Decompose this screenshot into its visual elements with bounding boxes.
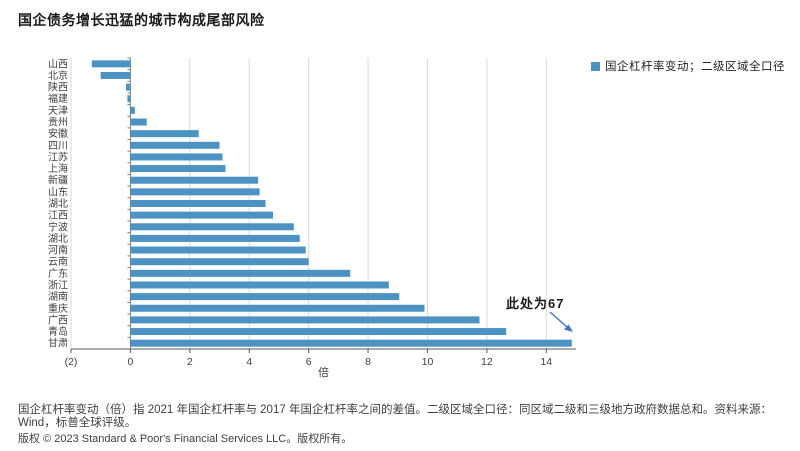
bar xyxy=(130,281,389,289)
category-label: 新疆 xyxy=(48,174,68,187)
x-tick-label: 10 xyxy=(422,356,434,368)
category-label: 广西 xyxy=(48,314,68,326)
bar xyxy=(130,258,309,266)
category-label: 贵州 xyxy=(48,116,68,129)
bar xyxy=(130,293,400,301)
bar xyxy=(130,269,351,277)
category-label: 北京 xyxy=(48,69,68,82)
category-label: 河南 xyxy=(48,244,68,257)
bar xyxy=(130,328,507,336)
category-label: 福建 xyxy=(48,92,68,105)
x-tick-label: 0 xyxy=(127,356,133,368)
annotation-label: 此处为67 xyxy=(506,296,565,311)
bar xyxy=(130,118,147,126)
bar xyxy=(130,223,294,231)
category-label: 宁波 xyxy=(48,220,68,233)
bar xyxy=(130,339,572,347)
bar xyxy=(130,153,223,161)
legend-swatch xyxy=(591,61,600,71)
category-label: 上海 xyxy=(48,162,68,175)
category-label: 江苏 xyxy=(48,150,68,163)
bar xyxy=(125,83,131,91)
bar xyxy=(130,130,199,138)
category-label: 浙江 xyxy=(48,279,68,291)
x-tick-label: 2 xyxy=(187,356,193,368)
category-label: 山西 xyxy=(48,58,68,70)
x-tick-label: (2) xyxy=(65,356,78,368)
bar xyxy=(130,176,259,184)
bar xyxy=(130,316,480,324)
bar xyxy=(130,200,266,207)
bar xyxy=(130,165,226,173)
legend: 国企杠杆率变动；二级区域全口径 xyxy=(591,58,785,74)
category-label: 湖北 xyxy=(48,233,68,245)
footnote-line-1: 国企杠杆率变动（倍）指 2021 年国企杠杆率与 2017 年国企杠杆率之间的差… xyxy=(18,404,772,416)
bar xyxy=(130,188,260,196)
bar xyxy=(130,141,220,149)
x-tick-label: 8 xyxy=(365,356,371,368)
x-tick-label: 6 xyxy=(306,356,312,368)
x-tick-label: 14 xyxy=(540,356,552,368)
x-tick-label: 4 xyxy=(246,356,252,368)
category-label: 江西 xyxy=(48,210,68,222)
copyright-text: 版权 © 2023 Standard & Poor's Financial Se… xyxy=(18,433,353,445)
footnote-line-2: Wind，标普全球评级。 xyxy=(18,417,137,429)
category-label: 青岛 xyxy=(48,325,68,338)
category-label: 四川 xyxy=(48,141,68,152)
x-axis-title: 倍 xyxy=(318,365,329,379)
bar xyxy=(130,234,300,242)
bar xyxy=(130,246,306,254)
legend-label: 国企杠杆率变动；二级区域全口径 xyxy=(605,61,785,73)
category-label: 陕西 xyxy=(48,81,68,94)
bar xyxy=(127,95,131,103)
bar xyxy=(130,106,135,114)
bar xyxy=(130,304,425,312)
category-label: 甘肃 xyxy=(48,337,68,350)
category-label: 湖南 xyxy=(48,290,68,303)
chart-title: 国企债务增长迅猛的城市构成尾部风险 xyxy=(18,12,265,28)
category-label: 山东 xyxy=(48,185,68,198)
x-tick-label: 12 xyxy=(481,356,493,368)
bar xyxy=(100,71,131,79)
bar xyxy=(130,211,273,219)
bar xyxy=(91,60,131,68)
category-label: 天津 xyxy=(48,105,68,117)
category-label: 重庆 xyxy=(48,302,68,315)
category-label: 湖北 xyxy=(48,198,68,210)
category-label: 云南 xyxy=(48,255,68,268)
annotation-arrow-icon xyxy=(549,311,568,328)
footnote: 国企杠杆率变动（倍）指 2021 年国企杠杆率与 2017 年国企杠杆率之间的差… xyxy=(18,404,788,430)
category-label: 广东 xyxy=(48,267,68,280)
annotation-arrowhead-icon xyxy=(564,324,573,332)
category-label: 安徽 xyxy=(48,127,68,140)
